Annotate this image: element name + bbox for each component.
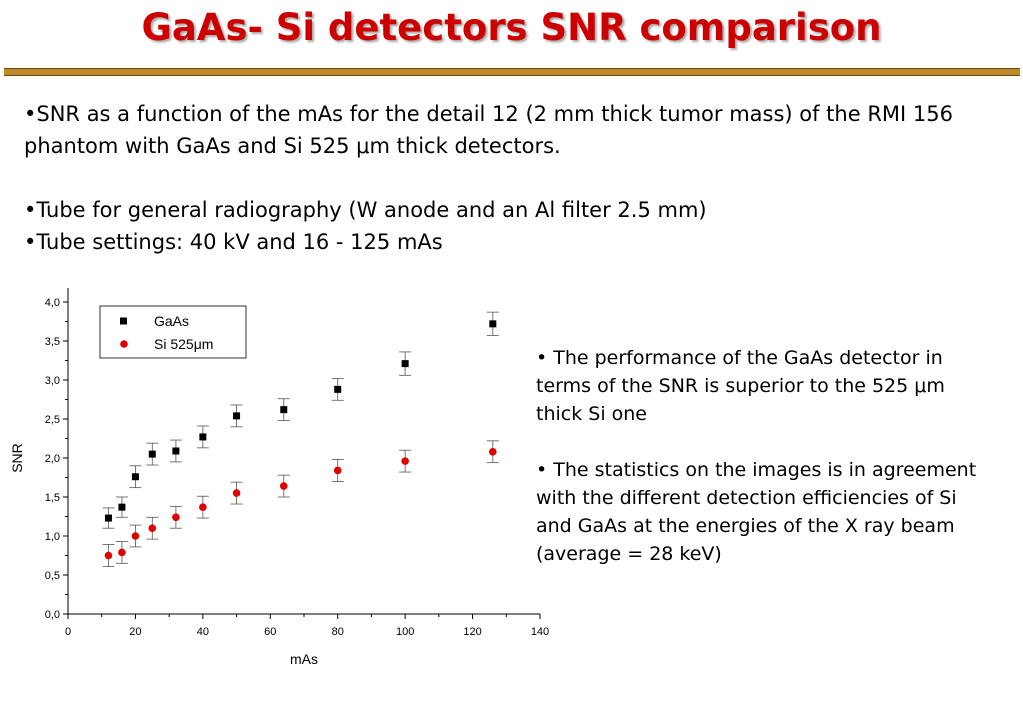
note-statistics: • The statistics on the images is in agr…: [536, 459, 977, 565]
gaas-point: [172, 447, 180, 455]
x-tick-label: 20: [129, 626, 141, 638]
si-point: [104, 551, 113, 560]
gaas-point: [118, 503, 126, 511]
slide-title: GaAs- Si detectors SNR comparison: [141, 6, 882, 49]
y-tick-label: 1,5: [45, 492, 60, 504]
x-tick-label: 40: [197, 626, 209, 638]
gaas-point: [233, 412, 241, 420]
y-tick-label: 0,5: [45, 570, 60, 582]
x-tick-label: 80: [332, 626, 344, 638]
bullet-snr-description: •SNR as a function of the mAs for the de…: [24, 98, 1004, 162]
x-axis-label: mAs: [290, 651, 318, 667]
si-point: [401, 457, 409, 465]
x-tick-label: 140: [531, 626, 549, 638]
legend-label: GaAs: [154, 313, 189, 329]
si-point: [199, 503, 207, 511]
si-point: [489, 447, 497, 456]
mu-symbol: μ: [356, 134, 370, 158]
gaas-point: [148, 450, 156, 458]
gaas-point: [104, 514, 112, 522]
bullet-list: •SNR as a function of the mAs for the de…: [24, 98, 1004, 258]
y-tick-label: 1,0: [45, 531, 60, 543]
si-point: [232, 489, 241, 497]
y-tick-label: 4,0: [45, 297, 60, 309]
y-tick-label: 2,0: [45, 453, 60, 465]
note-text: • The performance of the GaAs detector i…: [536, 347, 943, 397]
gaas-point: [334, 385, 342, 393]
x-tick-label: 60: [264, 626, 276, 638]
bullet-text: m thick detectors.: [369, 134, 561, 158]
gaas-point: [199, 433, 207, 441]
y-tick-label: 3,5: [45, 336, 60, 348]
si-point: [172, 513, 180, 522]
note-text: m thick Si one: [536, 375, 945, 425]
x-tick-label: 0: [65, 626, 71, 638]
legend-marker-square: [120, 317, 127, 325]
x-tick-label: 120: [463, 626, 481, 638]
si-point: [148, 524, 157, 532]
bullet-tube-type: •Tube for general radiography (W anode a…: [24, 198, 707, 222]
chart-legend: GaAs Si 525μm: [99, 305, 247, 359]
legend-box: [99, 305, 247, 359]
legend-marker-circle: [120, 340, 128, 348]
title-divider: [4, 68, 1020, 76]
bullet-tube-settings: •Tube settings: 40 kV and 16 - 125 mAs: [24, 230, 443, 254]
si-point: [333, 466, 342, 475]
side-notes: • The performance of the GaAs detector i…: [536, 344, 996, 568]
gaas-point: [280, 406, 288, 414]
note-performance: • The performance of the GaAs detector i…: [536, 344, 996, 428]
gaas-point: [401, 360, 409, 368]
x-tick-label: 100: [396, 626, 414, 638]
mu-symbol: μ: [914, 375, 927, 397]
gaas-point: [489, 320, 497, 328]
si-point: [131, 532, 140, 540]
chart-axes: 0 20 40 60 80 100 120 140 0,0 0,5 1,0 1,5 2,0 2,5 3,0 3…: [45, 288, 549, 638]
bullet-text: •SNR as a function of the mAs for the de…: [24, 102, 953, 158]
chart-marks: [102, 311, 499, 567]
y-tick-label: 2,5: [45, 414, 60, 426]
y-axis-label: SNR: [9, 443, 25, 473]
snr-scatter-chart: 0 20 40 60 80 100 120 140 0,0 0,5 1,0 1,5 2,0 2,5 3,0 3…: [9, 288, 549, 667]
si-point: [279, 482, 288, 490]
si-point: [118, 548, 126, 557]
gaas-point: [131, 473, 139, 481]
legend-label: Si 525μm: [154, 336, 213, 352]
y-tick-label: 0,0: [45, 609, 60, 621]
y-tick-label: 3,0: [45, 375, 60, 387]
